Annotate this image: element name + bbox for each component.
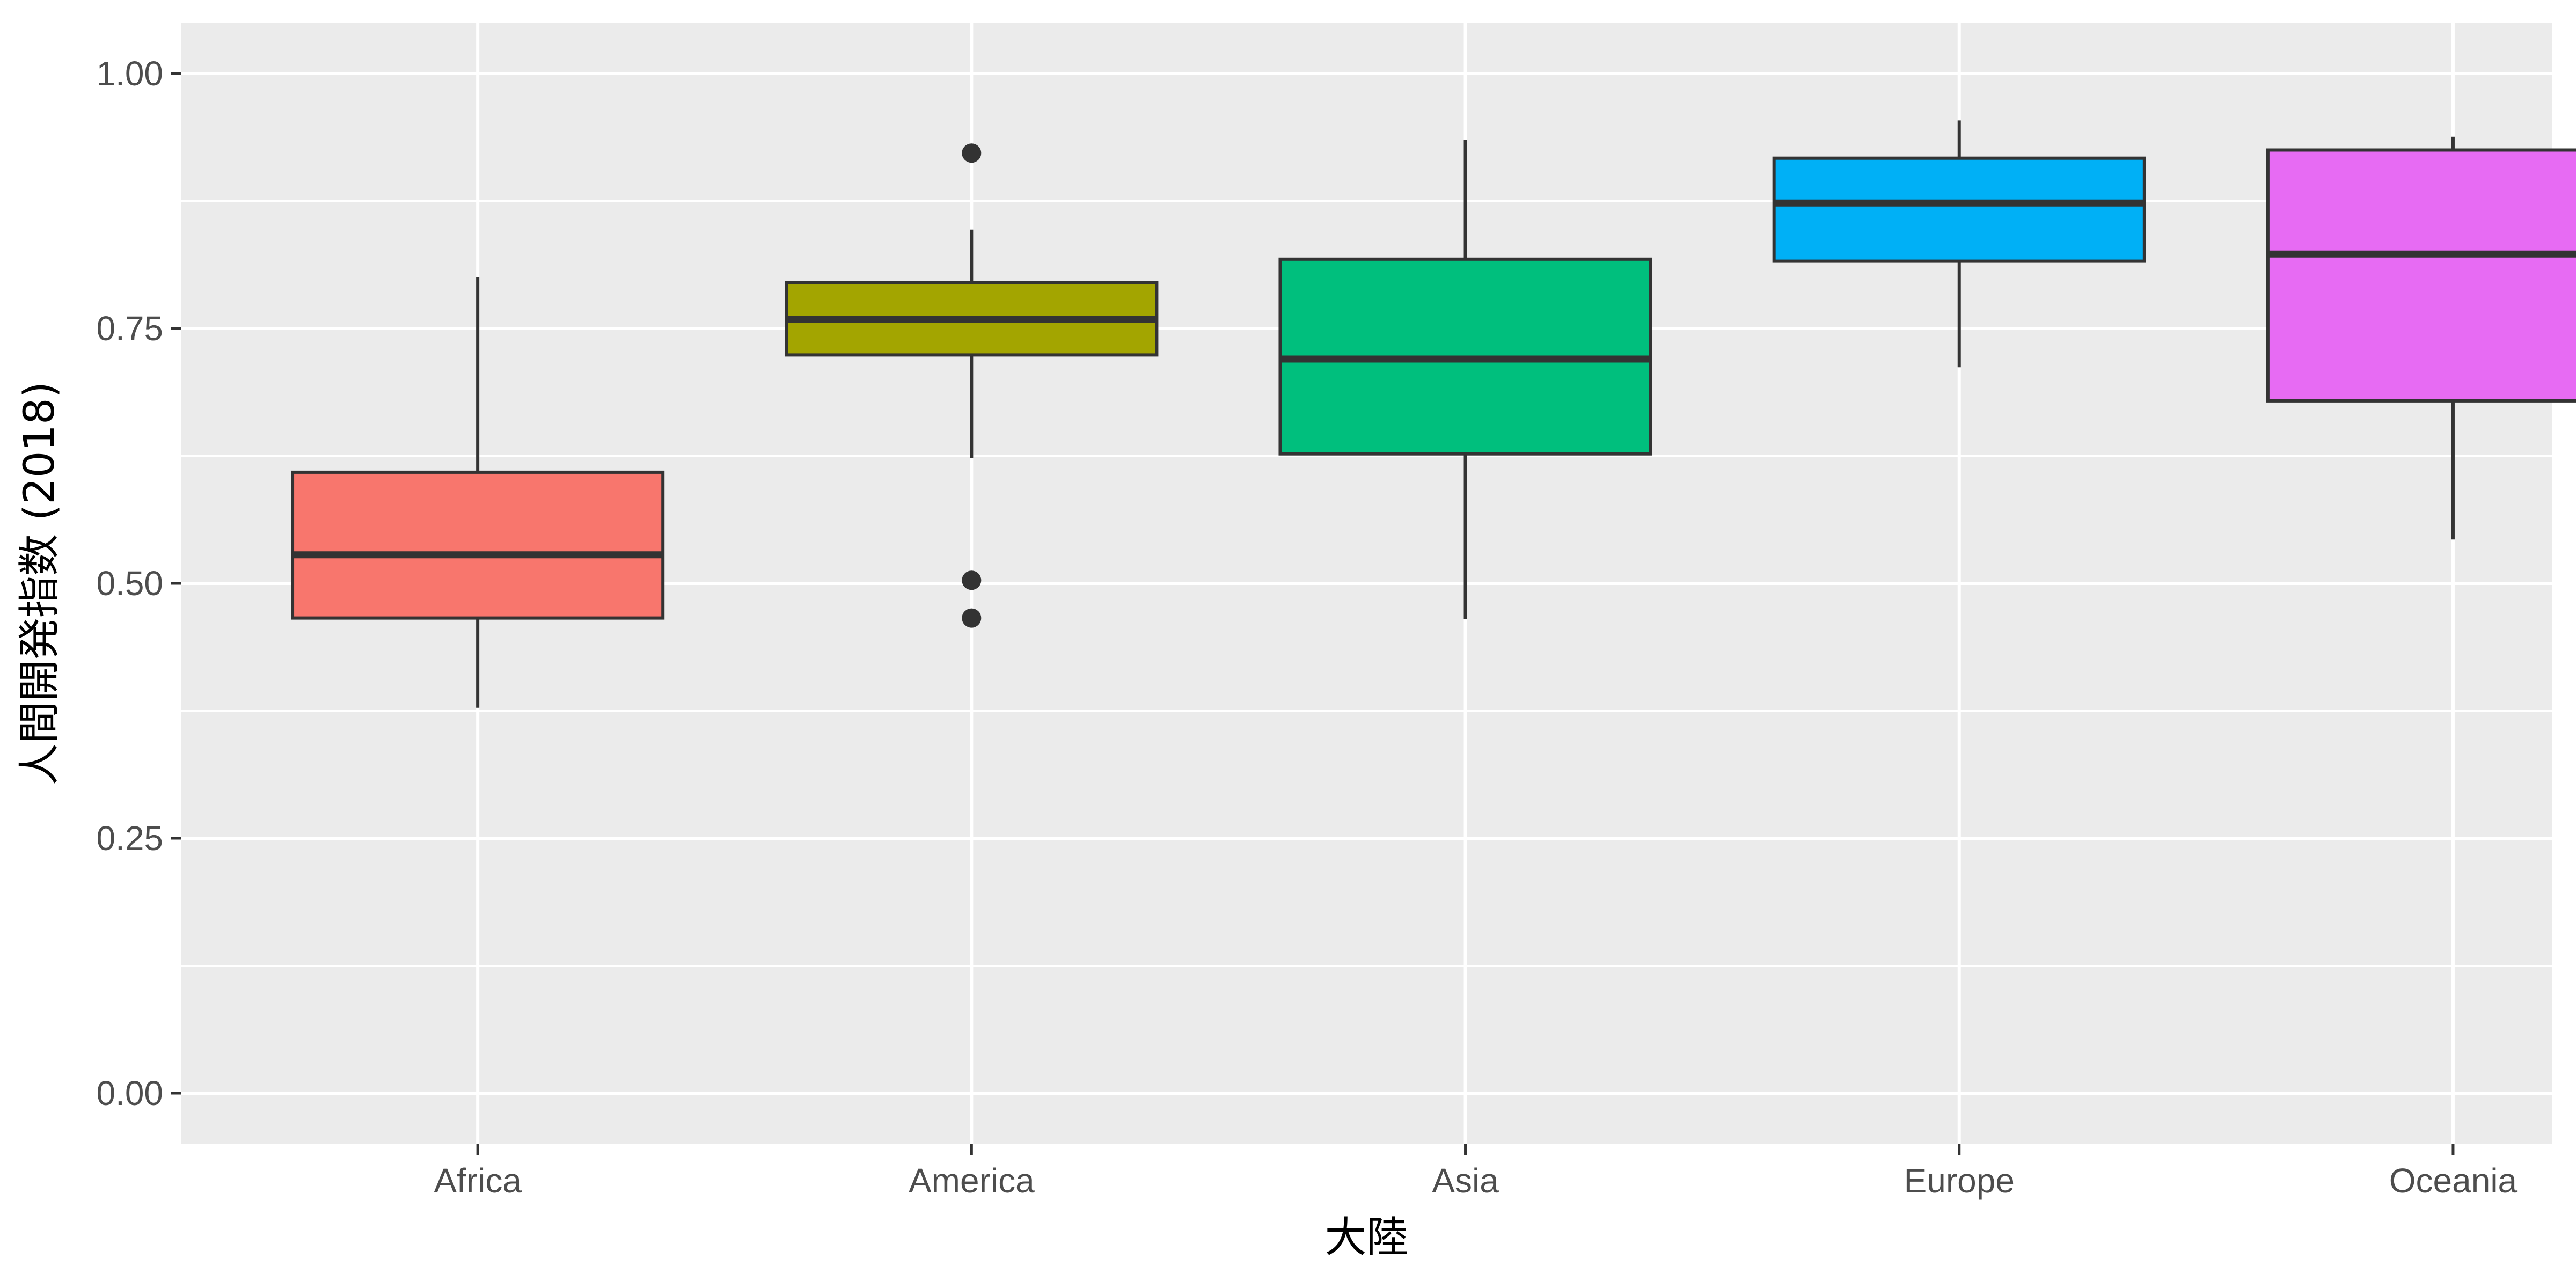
y-tick-label: 0.75 xyxy=(96,309,163,348)
box-asia xyxy=(1278,140,1652,619)
box-oceania xyxy=(2266,136,2576,540)
x-tick-label: Oceania xyxy=(2389,1161,2518,1200)
outlier-point-america xyxy=(962,608,982,628)
y-tick-label: 0.00 xyxy=(96,1074,163,1113)
box-europe xyxy=(1772,120,2146,368)
y-axis-title: 人間開発指数 (2018) xyxy=(16,382,64,785)
x-axis-title: 大陸 xyxy=(1324,1213,1408,1262)
x-tick-label: Asia xyxy=(1432,1161,1499,1200)
box-america xyxy=(785,143,1159,628)
iqr-box-africa xyxy=(291,470,665,620)
x-tick-label: Africa xyxy=(434,1161,522,1200)
x-tick-label: Europe xyxy=(1904,1161,2015,1200)
box-africa xyxy=(291,277,665,708)
y-tick-label: 0.50 xyxy=(96,564,163,603)
outlier-point-america xyxy=(962,143,982,163)
y-tick-label: 1.00 xyxy=(96,54,163,93)
iqr-box-europe xyxy=(1772,156,2146,263)
x-tick-label: America xyxy=(909,1161,1035,1200)
axes: 0.00 0.25 0.50 0.75 1.00 Africa America Asia Eur… xyxy=(96,54,2517,1200)
boxes xyxy=(291,120,2576,708)
iqr-box-oceania xyxy=(2266,148,2576,402)
y-tick-label: 0.25 xyxy=(96,819,163,858)
outlier-point-america xyxy=(962,570,982,590)
